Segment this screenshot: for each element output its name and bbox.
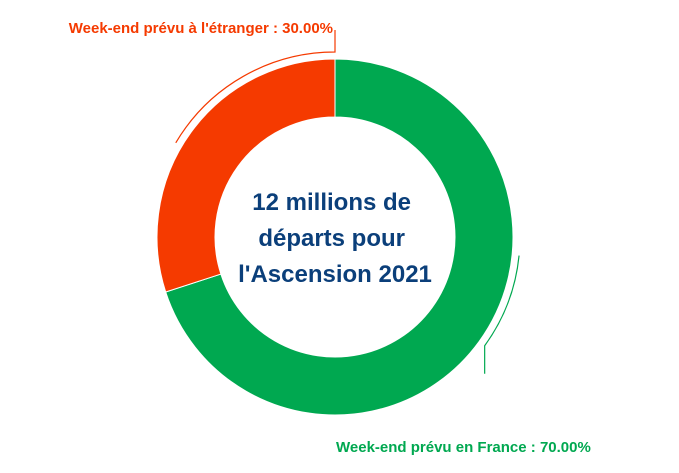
leader-lines [175,30,520,374]
center-title-line-1: 12 millions de [252,189,411,216]
leader-line-etranger [175,30,336,144]
slice-0[interactable] [165,58,514,416]
slice-1[interactable] [156,58,336,293]
leader-line-france [484,255,520,374]
center-title-line-3: l'Ascension 2021 [238,261,432,288]
donut-slices [156,58,514,416]
data-label-france: Week-end prévu en France : 70.00% [336,439,591,456]
data-label-etranger: Week-end prévu à l'étranger : 30.00% [69,20,333,37]
center-title-line-2: départs pour [258,225,405,252]
center-title: 12 millions de départs pour l'Ascension … [238,189,432,288]
